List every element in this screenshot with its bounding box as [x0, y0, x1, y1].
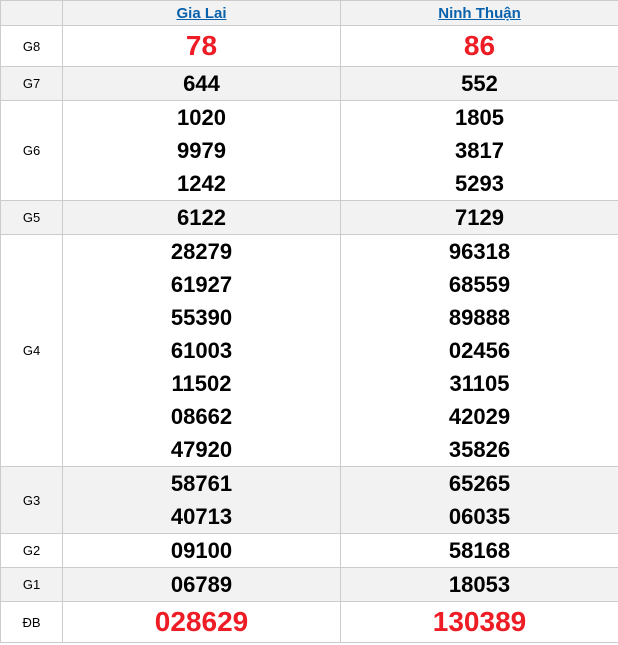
- prize-number: 1020: [177, 105, 226, 130]
- prize-number: 06789: [170, 572, 233, 597]
- prize-number: 06035: [448, 504, 511, 529]
- prize-number: 1805: [455, 105, 504, 130]
- prize-rows: G8 78 86 G7 644 552 G6 1020 9979 1242 1805 3817 5293…: [0, 25, 618, 643]
- prize-number: 644: [183, 71, 220, 96]
- header-cell-gia-lai: Gia Lai: [62, 0, 341, 26]
- prize-number: 7129: [455, 205, 504, 230]
- prize-numbers-gia-lai-db: 028629: [62, 601, 341, 643]
- prize-number: 28279: [170, 239, 233, 264]
- prize-numbers-ninh-thuan-db: 130389: [340, 601, 618, 643]
- prize-numbers-gia-lai-g8: 78: [62, 25, 341, 67]
- prize-numbers-ninh-thuan-g8: 86: [340, 25, 618, 67]
- header-cell-ninh-thuan: Ninh Thuận: [340, 0, 618, 26]
- prize-row-db: ĐB 028629 130389: [0, 601, 618, 643]
- prize-number: 552: [461, 71, 498, 96]
- prize-numbers-gia-lai-g5: 6122: [62, 200, 341, 235]
- prize-numbers-ninh-thuan-g1: 18053: [340, 567, 618, 602]
- prize-numbers-gia-lai-g7: 644: [62, 66, 341, 101]
- prize-number: 55390: [170, 305, 233, 330]
- province-link-ninh-thuan[interactable]: Ninh Thuận: [438, 4, 521, 22]
- prize-row-g2: G2 09100 58168: [0, 533, 618, 568]
- prize-row-g5: G5 6122 7129: [0, 200, 618, 235]
- prize-number: 68559: [448, 272, 511, 297]
- prize-numbers-gia-lai-g4: 28279 61927 55390 61003 11502 08662 47920: [62, 234, 341, 467]
- prize-number: 65265: [448, 471, 511, 496]
- prize-number: 78: [185, 30, 218, 61]
- prize-label-g1: G1: [0, 567, 63, 602]
- prize-number: 61003: [170, 338, 233, 363]
- prize-number: 58168: [448, 538, 511, 563]
- prize-row-g8: G8 78 86: [0, 25, 618, 67]
- prize-numbers-gia-lai-g6: 1020 9979 1242: [62, 100, 341, 201]
- prize-number: 11502: [171, 371, 232, 396]
- prize-row-g6: G6 1020 9979 1242 1805 3817 5293: [0, 100, 618, 201]
- prize-number: 35826: [448, 437, 511, 462]
- prize-label-db: ĐB: [0, 601, 63, 643]
- prize-number: 3817: [455, 138, 504, 163]
- prize-number: 09100: [170, 538, 233, 563]
- prize-numbers-gia-lai-g3: 58761 40713: [62, 466, 341, 534]
- prize-number: 1242: [177, 171, 226, 196]
- prize-numbers-ninh-thuan-g7: 552: [340, 66, 618, 101]
- prize-number: 028629: [154, 606, 249, 637]
- prize-number: 89888: [448, 305, 511, 330]
- corner-cell: [0, 0, 63, 26]
- prize-number: 18053: [448, 572, 511, 597]
- prize-numbers-ninh-thuan-g5: 7129: [340, 200, 618, 235]
- prize-label-g5: G5: [0, 200, 63, 235]
- prize-number: 5293: [455, 171, 504, 196]
- prize-numbers-ninh-thuan-g3: 65265 06035: [340, 466, 618, 534]
- prize-number: 130389: [432, 606, 527, 637]
- prize-number: 61927: [170, 272, 233, 297]
- prize-number: 6122: [177, 205, 226, 230]
- header-row: Gia Lai Ninh Thuận: [0, 0, 618, 26]
- prize-numbers-gia-lai-g1: 06789: [62, 567, 341, 602]
- prize-number: 86: [463, 30, 496, 61]
- prize-numbers-ninh-thuan-g2: 58168: [340, 533, 618, 568]
- prize-label-g4: G4: [0, 234, 63, 467]
- prize-number: 08662: [170, 404, 233, 429]
- prize-numbers-ninh-thuan-g6: 1805 3817 5293: [340, 100, 618, 201]
- prize-number: 31105: [449, 371, 510, 396]
- prize-numbers-gia-lai-g2: 09100: [62, 533, 341, 568]
- prize-number: 96318: [448, 239, 511, 264]
- prize-label-g7: G7: [0, 66, 63, 101]
- prize-number: 02456: [448, 338, 511, 363]
- prize-label-g6: G6: [0, 100, 63, 201]
- prize-number: 42029: [448, 404, 511, 429]
- prize-number: 58761: [170, 471, 233, 496]
- prize-label-g8: G8: [0, 25, 63, 67]
- prize-row-g4: G4 28279 61927 55390 61003 11502 08662 47920 963…: [0, 234, 618, 467]
- prize-numbers-ninh-thuan-g4: 96318 68559 89888 02456 31105 42029 35826: [340, 234, 618, 467]
- prize-number: 40713: [170, 504, 233, 529]
- prize-label-g3: G3: [0, 466, 63, 534]
- prize-row-g3: G3 58761 40713 65265 06035: [0, 466, 618, 534]
- prize-label-g2: G2: [0, 533, 63, 568]
- province-link-gia-lai[interactable]: Gia Lai: [176, 4, 227, 22]
- prize-number: 47920: [170, 437, 233, 462]
- prize-row-g7: G7 644 552: [0, 66, 618, 101]
- prize-row-g1: G1 06789 18053: [0, 567, 618, 602]
- prize-number: 9979: [177, 138, 226, 163]
